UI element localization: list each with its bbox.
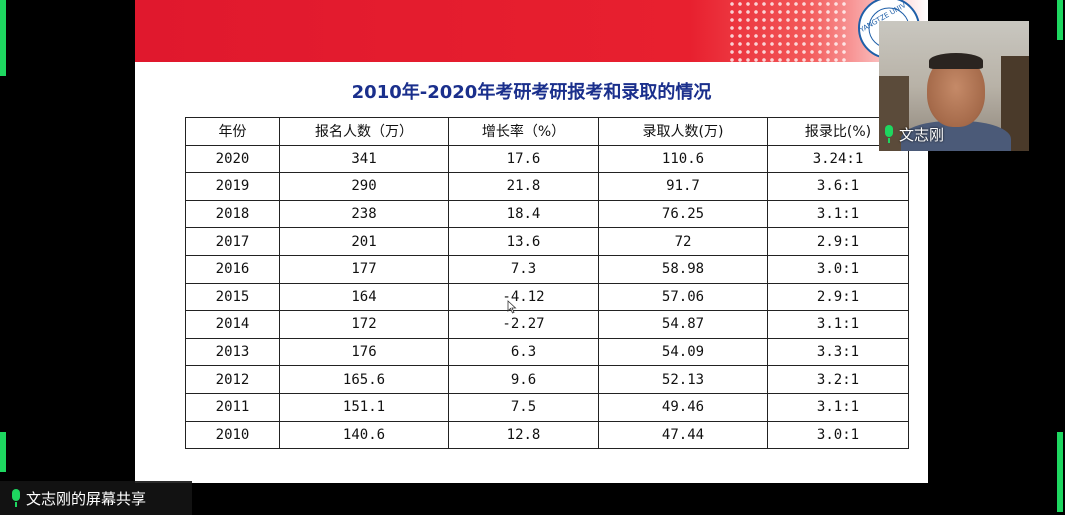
cell-ratio: 3.1:1 xyxy=(767,392,909,422)
table-row: 2010 140.6 12.8 47.44 3.0:1 xyxy=(185,420,909,450)
cell-ratio: 3.1:1 xyxy=(767,310,909,339)
cell-admitted: 91.7 xyxy=(598,172,768,201)
cell-year: 2018 xyxy=(185,199,280,229)
cell-applicants: 140.6 xyxy=(279,420,449,450)
mouse-cursor-icon xyxy=(507,300,517,314)
cell-applicants: 238 xyxy=(279,199,449,229)
cell-ratio: 3.6:1 xyxy=(767,172,909,201)
col-header-applicants: 报名人数（万） xyxy=(279,117,449,146)
cell-admitted: 76.25 xyxy=(598,199,768,229)
table-row: 2011 151.1 7.5 49.46 3.1:1 xyxy=(185,392,909,422)
table-row: 2015 164 -4.12 57.06 2.9:1 xyxy=(185,282,909,312)
table-row: 2014 172 -2.27 54.87 3.1:1 xyxy=(185,310,909,339)
cell-growth: 9.6 xyxy=(448,365,599,394)
cell-admitted: 72 xyxy=(598,227,768,256)
cell-year: 2013 xyxy=(185,337,280,367)
slide-title: 2010年-2020年考研考研报考和录取的情况 xyxy=(351,82,712,103)
cell-applicants: 151.1 xyxy=(279,392,449,422)
cell-growth: -4.12 xyxy=(448,282,599,312)
cell-ratio: 3.0:1 xyxy=(767,254,909,284)
cell-admitted: 110.6 xyxy=(598,144,768,174)
table-row: 2018 238 18.4 76.25 3.1:1 xyxy=(185,199,909,229)
slide-header-dots xyxy=(728,0,848,62)
speaker-corner-top-left xyxy=(0,0,6,76)
cell-admitted: 58.98 xyxy=(598,254,768,284)
participant-name-label: 文志刚 xyxy=(883,123,944,145)
cell-year: 2016 xyxy=(185,254,280,284)
cell-ratio: 3.0:1 xyxy=(767,420,909,450)
cell-ratio: 3.24:1 xyxy=(767,144,909,174)
cell-applicants: 164 xyxy=(279,282,449,312)
screen-share-status[interactable]: 文志刚的屏幕共享 xyxy=(0,481,192,515)
cell-applicants: 176 xyxy=(279,337,449,367)
cell-year: 2014 xyxy=(185,310,280,339)
cell-growth: 17.6 xyxy=(448,144,599,174)
cell-year: 2019 xyxy=(185,172,280,201)
cell-growth: 6.3 xyxy=(448,337,599,367)
table-header-row: 年份 报名人数（万） 增长率（%） 录取人数(万) 报录比(%) xyxy=(185,117,909,146)
col-header-admitted: 录取人数(万) xyxy=(598,117,768,146)
cell-ratio: 2.9:1 xyxy=(767,282,909,312)
enrollment-table: 年份 报名人数（万） 增长率（%） 录取人数(万) 报录比(%) 2020 34… xyxy=(185,117,909,450)
cell-year: 2011 xyxy=(185,392,280,422)
table-row: 2017 201 13.6 72 2.9:1 xyxy=(185,227,909,256)
cell-growth: 7.3 xyxy=(448,254,599,284)
cell-applicants: 201 xyxy=(279,227,449,256)
participant-hair xyxy=(929,53,983,69)
mic-icon xyxy=(883,125,895,143)
cell-year: 2010 xyxy=(185,420,280,450)
cell-growth: 18.4 xyxy=(448,199,599,229)
cell-applicants: 165.6 xyxy=(279,365,449,394)
table-row: 2019 290 21.8 91.7 3.6:1 xyxy=(185,172,909,201)
cell-admitted: 49.46 xyxy=(598,392,768,422)
shared-slide: YANGTZE UNIV 2010年-2020年考研考研报考和录取的情况 年份 … xyxy=(135,0,928,483)
table-row: 2012 165.6 9.6 52.13 3.2:1 xyxy=(185,365,909,394)
table-row: 2013 176 6.3 54.09 3.3:1 xyxy=(185,337,909,367)
cell-growth: 12.8 xyxy=(448,420,599,450)
speaker-corner-bottom-left xyxy=(0,432,6,472)
cell-year: 2020 xyxy=(185,144,280,174)
cell-year: 2017 xyxy=(185,227,280,256)
cell-ratio: 3.2:1 xyxy=(767,365,909,394)
cell-ratio: 3.3:1 xyxy=(767,337,909,367)
participant-video-tile[interactable]: 文志刚 xyxy=(879,21,1029,151)
cell-admitted: 47.44 xyxy=(598,420,768,450)
cell-admitted: 54.09 xyxy=(598,337,768,367)
cell-growth: 21.8 xyxy=(448,172,599,201)
cell-growth: 7.5 xyxy=(448,392,599,422)
participant-name: 文志刚 xyxy=(899,125,945,144)
cell-year: 2015 xyxy=(185,282,280,312)
cell-admitted: 54.87 xyxy=(598,310,768,339)
col-header-growth: 增长率（%） xyxy=(448,117,599,146)
cell-applicants: 290 xyxy=(279,172,449,201)
table-row: 2020 341 17.6 110.6 3.24:1 xyxy=(185,144,909,174)
cell-growth: 13.6 xyxy=(448,227,599,256)
cell-admitted: 57.06 xyxy=(598,282,768,312)
speaker-corner-bottom-right xyxy=(1057,432,1063,512)
cell-growth: -2.27 xyxy=(448,310,599,339)
cell-ratio: 3.1:1 xyxy=(767,199,909,229)
screen-share-label: 文志刚的屏幕共享 xyxy=(26,489,147,508)
cell-applicants: 177 xyxy=(279,254,449,284)
cell-applicants: 172 xyxy=(279,310,449,339)
col-header-year: 年份 xyxy=(185,117,280,146)
cell-year: 2012 xyxy=(185,365,280,394)
cell-ratio: 2.9:1 xyxy=(767,227,909,256)
cell-admitted: 52.13 xyxy=(598,365,768,394)
table-row: 2016 177 7.3 58.98 3.0:1 xyxy=(185,254,909,284)
mic-icon xyxy=(10,489,22,507)
speaker-corner-top-right xyxy=(1057,0,1063,40)
cell-applicants: 341 xyxy=(279,144,449,174)
